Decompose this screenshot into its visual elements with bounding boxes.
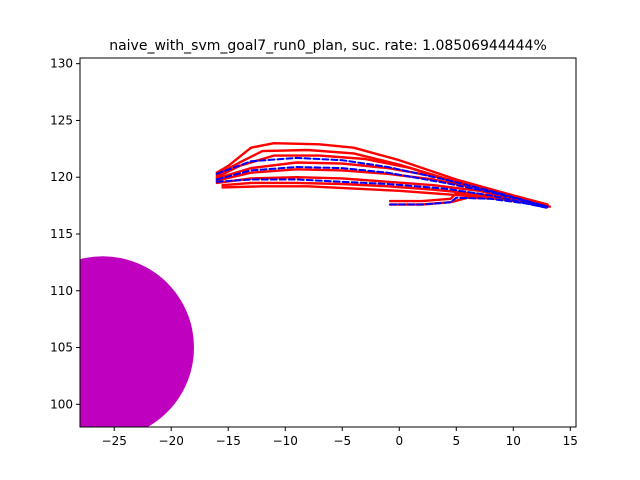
- y-tick-label: 100: [50, 397, 73, 411]
- planned-path-12: [215, 178, 549, 209]
- x-axis: −25 −20 −15 −10 −5 0 5 10 15: [102, 427, 578, 448]
- x-tick-label: 10: [506, 434, 521, 448]
- x-tick-label: −15: [216, 434, 241, 448]
- trajectory-3: [215, 161, 549, 206]
- x-tick-label: −10: [273, 434, 298, 448]
- x-tick-label: −25: [102, 434, 127, 448]
- x-tick-label: 0: [395, 434, 403, 448]
- x-tick-label: 15: [563, 434, 578, 448]
- y-tick-label: 115: [50, 227, 73, 241]
- obstacle-circle: [80, 256, 194, 427]
- planned-path-13: [389, 196, 549, 209]
- series-layer: [215, 142, 551, 209]
- y-tick-label: 105: [50, 341, 73, 355]
- plot-frame: [79, 57, 577, 428]
- y-tick-label: 120: [50, 170, 73, 184]
- obstacle-layer: [80, 256, 194, 427]
- y-tick-label: 130: [50, 57, 73, 71]
- y-axis: 100 105 110 115 120 125 130: [50, 57, 80, 411]
- y-tick-label: 110: [50, 284, 73, 298]
- x-tick-label: 5: [452, 434, 460, 448]
- y-tick-label: 125: [50, 113, 73, 127]
- x-tick-label: −20: [159, 434, 184, 448]
- plot-area: [80, 142, 551, 427]
- chart-title: naive_with_svm_goal7_run0_plan, suc. rat…: [109, 38, 547, 54]
- planned-path-11: [215, 166, 549, 208]
- planned-path-10: [215, 156, 549, 208]
- x-tick-label: −5: [333, 434, 351, 448]
